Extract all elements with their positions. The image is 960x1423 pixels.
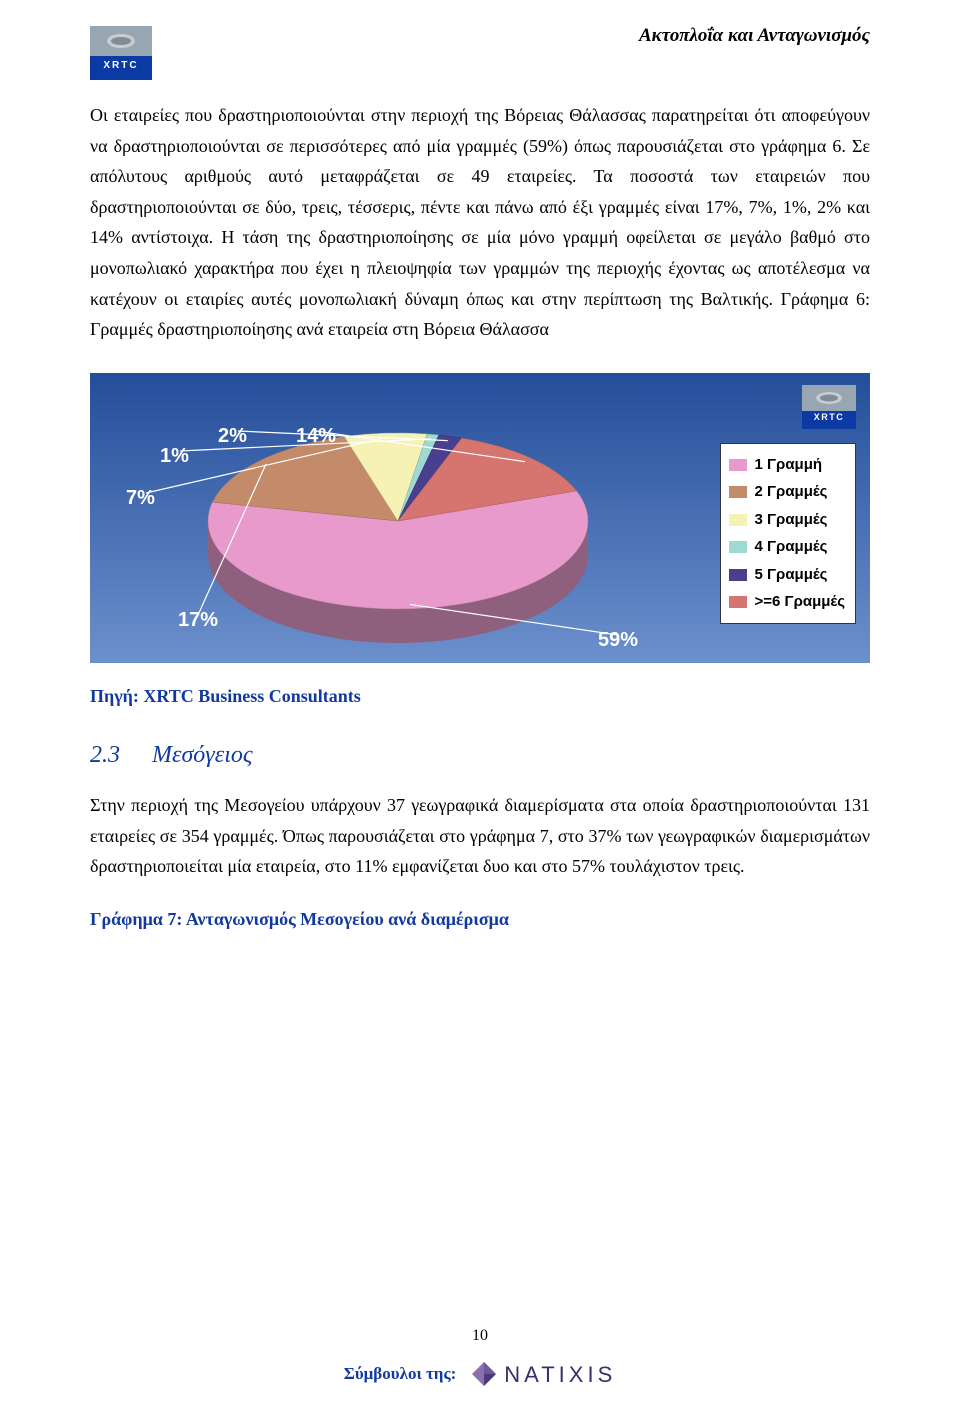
legend-swatch <box>729 514 747 526</box>
chart-legend: 1 Γραμμή2 Γραμμές3 Γραμμές4 Γραμμές5 Γρα… <box>720 443 856 624</box>
legend-label: >=6 Γραμμές <box>755 589 845 615</box>
body-paragraph-2: Στην περιοχή της Μεσογείου υπάρχουν 37 γ… <box>90 790 870 882</box>
legend-label: 5 Γραμμές <box>755 562 828 588</box>
page-header: XRTC Ακτοπλοΐα και Ανταγωνισμός <box>90 20 870 80</box>
legend-item: 4 Γραμμές <box>729 534 845 560</box>
chart-source: Πηγή: XRTC Business Consultants <box>90 681 870 712</box>
logo-text: XRTC <box>90 56 152 74</box>
body-paragraph-1: Οι εταιρείες που δραστηριοποιούνται στην… <box>90 100 870 345</box>
page-footer: 10 Σύμβουλοι της: NATIXIS <box>0 1322 960 1393</box>
natixis-brand: NATIXIS <box>470 1356 616 1393</box>
chart-xrtc-logo: XRTC <box>802 385 856 431</box>
section-title: Μεσόγειος <box>152 735 253 776</box>
legend-label: 3 Γραμμές <box>755 507 828 533</box>
legend-label: 4 Γραμμές <box>755 534 828 560</box>
section-heading: 2.3 Μεσόγειος <box>90 735 870 776</box>
legend-item: >=6 Γραμμές <box>729 589 845 615</box>
legend-item: 3 Γραμμές <box>729 507 845 533</box>
graph-7-title: Γράφημα 7: Ανταγωνισμός Μεσογείου ανά δι… <box>90 904 870 935</box>
legend-swatch <box>729 541 747 553</box>
xrtc-logo: XRTC <box>90 26 152 80</box>
pie-percent-label: 2% <box>218 419 247 453</box>
legend-swatch <box>729 486 747 498</box>
pie-percent-label: 1% <box>160 439 189 473</box>
pie-percent-label: 17% <box>178 603 218 637</box>
legend-item: 5 Γραμμές <box>729 562 845 588</box>
pie-percent-label: 7% <box>126 481 155 515</box>
pie-percent-label: 59% <box>598 623 638 657</box>
pie-slices: 59%17%7%1%2%14% <box>118 403 638 643</box>
document-header-title: Ακτοπλοΐα και Ανταγωνισμός <box>639 20 870 52</box>
legend-swatch <box>729 569 747 581</box>
section-number: 2.3 <box>90 735 120 776</box>
pie-percent-label: 14% <box>296 419 336 453</box>
legend-swatch <box>729 459 747 471</box>
logo-graphic <box>90 26 152 56</box>
natixis-icon <box>470 1360 498 1388</box>
legend-label: 2 Γραμμές <box>755 479 828 505</box>
natixis-text: NATIXIS <box>504 1356 616 1393</box>
legend-item: 1 Γραμμή <box>729 452 845 478</box>
chart-6-pie: XRTC 59% 17% 7%1% 2% 14% 1 Γραμμή2 Γραμμές3 … <box>90 373 870 663</box>
legend-label: 1 Γραμμή <box>755 452 823 478</box>
legend-item: 2 Γραμμές <box>729 479 845 505</box>
footer-advisor-label: Σύμβουλοι της: <box>344 1360 457 1389</box>
legend-swatch <box>729 596 747 608</box>
page-number: 10 <box>0 1322 960 1349</box>
